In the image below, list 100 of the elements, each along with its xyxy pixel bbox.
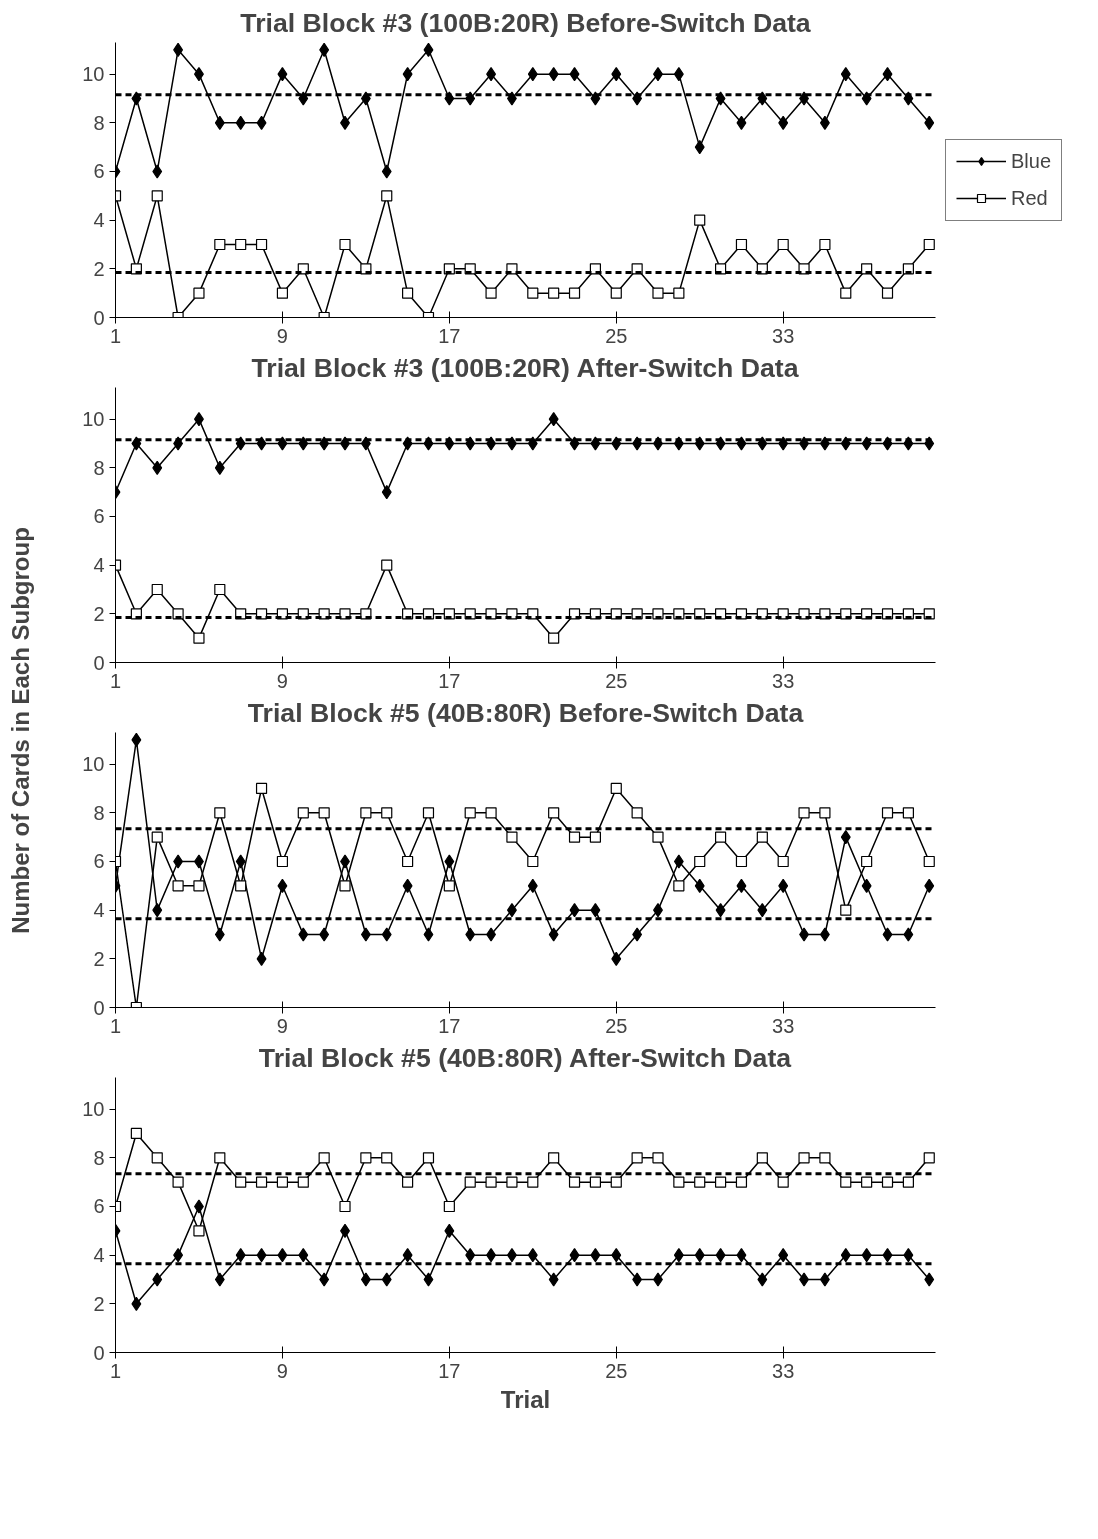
point — [715, 903, 726, 918]
point — [757, 903, 768, 918]
point — [632, 1272, 643, 1287]
point — [319, 1272, 330, 1287]
point — [423, 42, 434, 57]
point — [527, 878, 538, 893]
chart-title: Trial Block #3 (100B:20R) After-Switch Data — [251, 352, 799, 383]
point — [673, 287, 685, 299]
point — [235, 238, 247, 251]
y-tick-label: 4 — [93, 209, 105, 232]
point — [276, 855, 289, 868]
point — [381, 164, 392, 179]
point — [632, 927, 643, 942]
point — [840, 1176, 852, 1188]
point — [569, 1248, 580, 1263]
point — [924, 878, 935, 893]
y-tick-label: 10 — [82, 63, 105, 86]
point — [548, 412, 559, 427]
point — [527, 436, 538, 451]
point — [903, 927, 914, 942]
point — [798, 807, 810, 819]
point — [882, 927, 893, 942]
x-tick-label: 25 — [605, 669, 628, 692]
point — [778, 436, 789, 451]
point — [548, 67, 559, 82]
point — [673, 880, 685, 892]
x-tick-label: 17 — [438, 1359, 461, 1382]
x-tick-label: 9 — [276, 324, 288, 347]
x-tick-label: 17 — [438, 669, 461, 692]
point — [673, 854, 684, 869]
point — [506, 1176, 518, 1188]
x-tick-label: 25 — [605, 1359, 628, 1382]
point — [151, 583, 163, 596]
point — [423, 1272, 434, 1287]
point — [465, 1248, 476, 1263]
point — [673, 1176, 685, 1188]
point — [819, 1272, 830, 1287]
point — [840, 67, 851, 82]
point — [861, 855, 873, 868]
x-tick-label: 1 — [109, 1014, 122, 1037]
point — [443, 880, 455, 892]
point — [819, 927, 830, 942]
point — [673, 67, 684, 82]
point — [131, 1296, 142, 1311]
point — [465, 927, 476, 942]
x-tick-label: 33 — [772, 669, 795, 692]
point — [339, 1200, 351, 1213]
point — [569, 436, 580, 451]
x-tick-label: 1 — [109, 1359, 122, 1382]
point — [924, 1272, 935, 1287]
point — [840, 904, 852, 916]
x-tick-label: 17 — [438, 1014, 461, 1037]
point — [256, 436, 267, 451]
point — [861, 1176, 873, 1188]
y-tick-label: 10 — [82, 1098, 105, 1121]
point — [319, 436, 330, 451]
point — [819, 238, 831, 251]
point — [527, 855, 539, 868]
y-tick-label: 2 — [93, 257, 105, 280]
point — [152, 1272, 163, 1287]
point — [548, 807, 560, 819]
point — [548, 287, 560, 299]
point — [255, 238, 268, 251]
point — [757, 1272, 768, 1287]
point — [152, 903, 163, 918]
y-tick-label: 0 — [93, 996, 105, 1019]
point — [151, 831, 163, 843]
point — [130, 1127, 142, 1140]
point — [381, 1272, 392, 1287]
point — [193, 1225, 205, 1237]
point — [923, 855, 935, 868]
point — [694, 140, 705, 155]
point — [172, 1176, 184, 1188]
point — [923, 1152, 935, 1164]
point — [881, 287, 894, 299]
point — [444, 1223, 455, 1238]
point — [402, 67, 413, 82]
point — [255, 782, 268, 795]
point — [360, 807, 372, 819]
point — [486, 67, 497, 82]
point — [736, 115, 747, 130]
y-tick-label: 6 — [93, 505, 105, 528]
point — [735, 855, 748, 868]
point — [297, 1176, 309, 1188]
y-tick-label: 6 — [93, 850, 105, 873]
point — [778, 115, 789, 130]
point — [694, 214, 706, 226]
point — [735, 1176, 748, 1188]
point — [131, 732, 142, 747]
point — [444, 854, 455, 869]
point — [172, 880, 184, 892]
point — [381, 190, 393, 202]
point — [756, 831, 768, 843]
point — [590, 91, 601, 106]
point — [360, 1152, 372, 1164]
point — [360, 927, 371, 942]
y-tick-label: 8 — [93, 1146, 105, 1169]
point — [569, 67, 580, 82]
point — [548, 927, 559, 942]
y-tick-label: 10 — [82, 753, 105, 776]
